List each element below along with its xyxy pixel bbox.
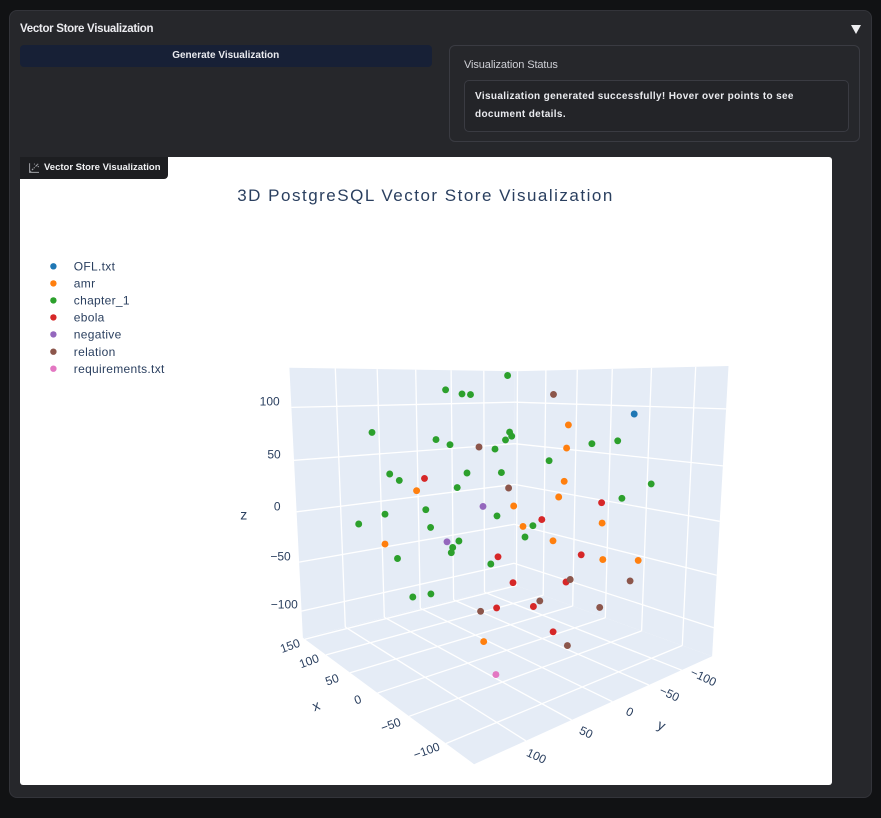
svg-text:OFL.txt: OFL.txt <box>74 260 116 274</box>
svg-text:100: 100 <box>297 651 321 671</box>
svg-text:50: 50 <box>323 671 341 689</box>
svg-text:−100: −100 <box>688 665 719 689</box>
svg-text:100: 100 <box>260 395 280 409</box>
svg-text:0: 0 <box>624 704 636 720</box>
svg-text:requirements.txt: requirements.txt <box>74 362 165 376</box>
svg-text:relation: relation <box>74 345 116 359</box>
svg-text:−100: −100 <box>411 739 441 762</box>
svg-text:z: z <box>240 506 247 522</box>
svg-text:0: 0 <box>274 499 281 513</box>
svg-text:amr: amr <box>74 277 96 291</box>
svg-text:−50: −50 <box>379 715 403 735</box>
svg-text:ebola: ebola <box>74 311 105 325</box>
svg-text:x: x <box>310 697 322 714</box>
svg-text:−100: −100 <box>271 598 298 612</box>
svg-text:150: 150 <box>278 636 302 656</box>
svg-text:−50: −50 <box>657 683 682 704</box>
svg-text:100: 100 <box>524 746 548 767</box>
svg-text:negative: negative <box>74 328 122 342</box>
svg-text:−50: −50 <box>270 550 291 564</box>
svg-text:3D PostgreSQL Vector Store Vis: 3D PostgreSQL Vector Store Visualization <box>237 186 614 205</box>
svg-text:0: 0 <box>352 692 363 708</box>
svg-text:50: 50 <box>577 723 595 741</box>
svg-text:50: 50 <box>267 447 281 461</box>
svg-text:chapter_1: chapter_1 <box>74 294 130 308</box>
svg-text:y: y <box>655 716 668 733</box>
